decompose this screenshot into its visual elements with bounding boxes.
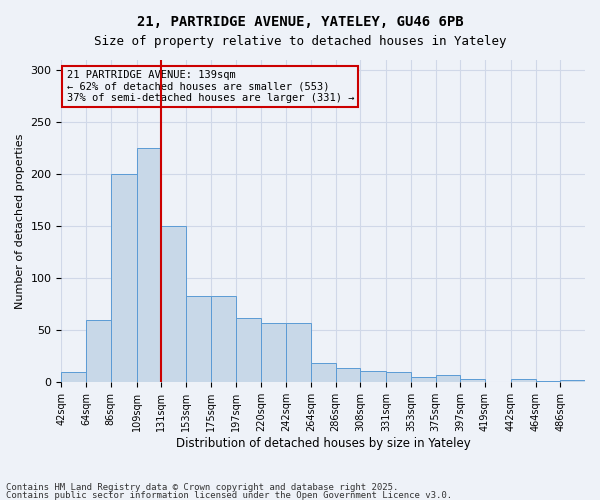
Bar: [186, 296, 211, 382]
Bar: [386, 372, 411, 382]
Bar: [411, 377, 436, 382]
Text: 21 PARTRIDGE AVENUE: 139sqm
← 62% of detached houses are smaller (553)
37% of se: 21 PARTRIDGE AVENUE: 139sqm ← 62% of det…: [67, 70, 354, 103]
Bar: [161, 226, 186, 382]
Bar: [111, 174, 137, 382]
Bar: [460, 379, 485, 382]
Bar: [262, 323, 286, 382]
Bar: [236, 318, 262, 382]
Text: 21, PARTRIDGE AVENUE, YATELEY, GU46 6PB: 21, PARTRIDGE AVENUE, YATELEY, GU46 6PB: [137, 15, 463, 29]
X-axis label: Distribution of detached houses by size in Yateley: Distribution of detached houses by size …: [176, 437, 470, 450]
Y-axis label: Number of detached properties: Number of detached properties: [15, 134, 25, 309]
Text: Contains HM Land Registry data © Crown copyright and database right 2025.: Contains HM Land Registry data © Crown c…: [6, 483, 398, 492]
Bar: [286, 323, 311, 382]
Bar: [560, 380, 585, 382]
Bar: [211, 296, 236, 382]
Text: Size of property relative to detached houses in Yateley: Size of property relative to detached ho…: [94, 35, 506, 48]
Bar: [137, 148, 161, 382]
Bar: [86, 320, 111, 382]
Bar: [311, 362, 335, 382]
Bar: [335, 368, 360, 382]
Text: Contains public sector information licensed under the Open Government Licence v3: Contains public sector information licen…: [6, 490, 452, 500]
Bar: [511, 379, 536, 382]
Bar: [436, 375, 460, 382]
Bar: [360, 371, 386, 382]
Bar: [61, 372, 86, 382]
